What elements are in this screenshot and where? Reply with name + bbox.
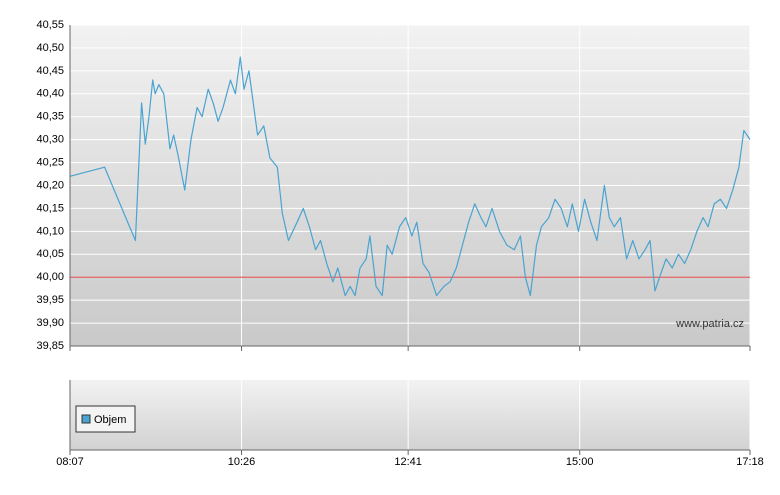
- legend-label: Objem: [94, 414, 126, 426]
- watermark: www.patria.cz: [675, 318, 744, 330]
- y-tick-label: 39,90: [36, 317, 64, 329]
- y-tick-label: 39,85: [36, 340, 64, 352]
- y-tick-label: 40,55: [36, 19, 64, 31]
- y-tick-label: 40,40: [36, 88, 64, 100]
- x-tick-label: 08:07: [56, 456, 84, 468]
- y-tick-label: 40,05: [36, 248, 64, 260]
- y-tick-label: 40,20: [36, 179, 64, 191]
- x-tick-label: 17:18: [736, 456, 764, 468]
- x-tick-label: 12:41: [394, 456, 422, 468]
- x-tick-label: 10:26: [228, 456, 256, 468]
- y-tick-label: 40,15: [36, 202, 64, 214]
- y-tick-label: 40,45: [36, 65, 64, 77]
- y-tick-label: 40,50: [36, 42, 64, 54]
- y-tick-label: 40,30: [36, 134, 64, 146]
- volume-background: [70, 380, 750, 450]
- y-tick-label: 40,25: [36, 156, 64, 168]
- y-tick-label: 40,35: [36, 111, 64, 123]
- marks: [69, 56, 751, 297]
- y-tick-label: 40,00: [36, 271, 64, 283]
- y-tick-label: 40,10: [36, 225, 64, 237]
- x-tick-label: 15:00: [566, 456, 594, 468]
- legend-swatch: [81, 414, 91, 424]
- price-line: [69, 56, 751, 297]
- y-tick-label: 39,95: [36, 294, 64, 306]
